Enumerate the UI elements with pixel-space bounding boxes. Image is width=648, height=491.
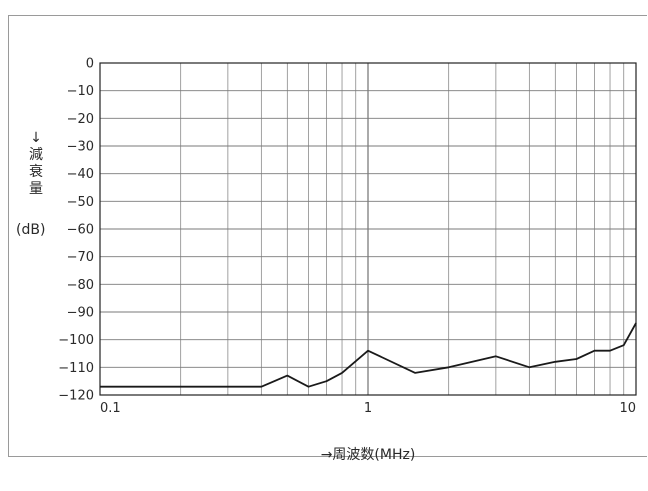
y-tick-label: −40 bbox=[67, 167, 94, 182]
figure-frame bbox=[8, 15, 647, 457]
x-tick-label: 10 bbox=[619, 401, 636, 416]
plot-area bbox=[99, 62, 637, 396]
y-tick-label: −20 bbox=[67, 112, 94, 127]
y-tick-label: −80 bbox=[67, 278, 94, 293]
y-tick-label: −30 bbox=[67, 140, 94, 155]
y-tick-label: −60 bbox=[67, 223, 94, 238]
y-axis-label-char: 減 bbox=[29, 146, 43, 163]
series-line bbox=[100, 322, 637, 388]
y-axis-label: ↓減衰量 bbox=[29, 130, 43, 197]
x-axis-label: →周波数(MHz) bbox=[321, 447, 416, 463]
y-axis-label-char: 量 bbox=[29, 181, 43, 197]
y-tick-label: −50 bbox=[67, 195, 94, 210]
y-tick-label: −90 bbox=[67, 306, 94, 321]
y-axis-unit: (dB) bbox=[16, 222, 45, 238]
x-tick-labels: 0.1 1 10 bbox=[100, 401, 636, 416]
x-tick-label: 1 bbox=[364, 401, 372, 416]
y-tick-label: −70 bbox=[67, 250, 94, 265]
x-tick-label: 0.1 bbox=[100, 401, 121, 416]
series-layer bbox=[100, 322, 637, 388]
y-tick-label: −110 bbox=[58, 361, 94, 376]
y-tick-labels: 0 −10 −20 −30 −40 −50 −60 −70 −80 −90 −100 −110 −120 bbox=[58, 57, 94, 404]
grid bbox=[100, 63, 636, 395]
y-tick-label: −100 bbox=[58, 333, 94, 348]
y-tick-label: −10 bbox=[67, 84, 94, 99]
y-tick-label: −120 bbox=[58, 389, 94, 404]
y-tick-label: 0 bbox=[86, 57, 94, 72]
y-axis-label-char: 衰 bbox=[29, 163, 43, 180]
y-axis-label-char: ↓ bbox=[30, 130, 42, 146]
